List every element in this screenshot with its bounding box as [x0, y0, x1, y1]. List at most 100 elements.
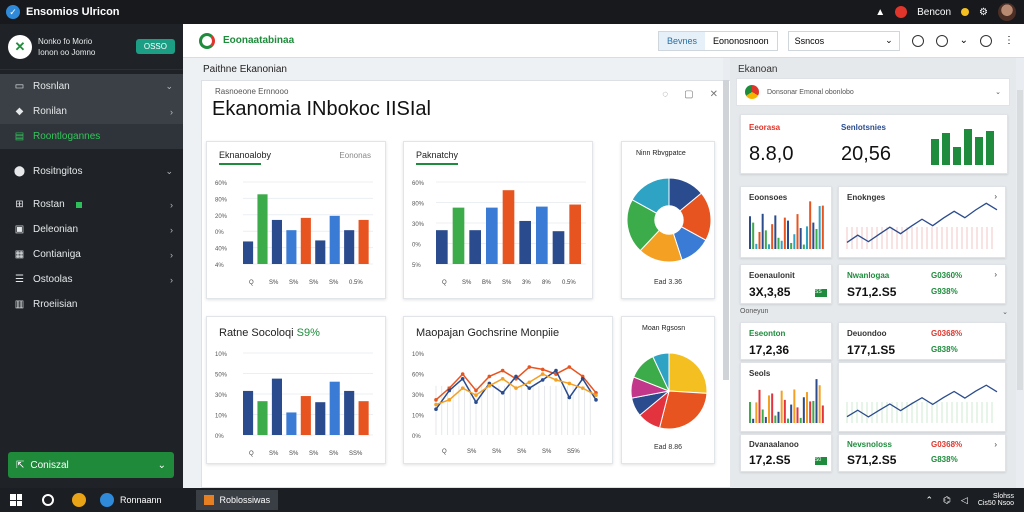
stat-label: Nevsnoloss — [847, 440, 892, 449]
sidebar-item-2[interactable]: ▤ Roontlogannes — [0, 124, 183, 149]
data-point — [500, 368, 505, 373]
sidebar-item-label: Ronilan — [33, 106, 67, 117]
app-icon[interactable] — [72, 493, 86, 507]
sidebar-footer-label: Coniszal — [30, 459, 69, 471]
tab-1[interactable]: Eononosnoon — [713, 35, 769, 46]
mini-bar — [764, 230, 767, 249]
notification-icon[interactable]: ▲ — [875, 6, 886, 18]
sidebar-item-3[interactable]: ⬤ Rositngitos ⌄ — [0, 159, 183, 184]
user-label[interactable]: Bencon — [917, 6, 952, 18]
stat-card-4[interactable]: Dvanaalanoo 17,2.S5 S0 — [740, 434, 832, 472]
sidebar-badge[interactable]: OSSO — [135, 39, 175, 54]
data-point — [500, 376, 505, 381]
sidebar-item-7[interactable]: ☰ Ostoolas › — [0, 267, 183, 292]
sidebar-item-label: Deleonian — [33, 224, 79, 235]
list-icon: ☰ — [15, 274, 24, 285]
mini-chart-card-3[interactable] — [838, 362, 1006, 432]
stat-label: Eoenaulonit — [749, 271, 795, 280]
chevron-right-icon: › — [170, 274, 173, 285]
mini-bar-chart — [749, 201, 824, 249]
more-icon[interactable]: ⋮ — [1004, 34, 1014, 46]
period-select[interactable]: Ssncos ⌄ — [787, 30, 900, 51]
legend-label: S% — [492, 449, 502, 455]
chevron-down-icon[interactable]: ⌄ — [1002, 309, 1008, 316]
stat-badge: SS — [815, 289, 827, 297]
kpi-label-1: Senlotsnies — [841, 123, 886, 132]
sidebar-item-5[interactable]: ▣ Deleonian › — [0, 217, 183, 242]
taskbar-active-window[interactable]: Roblossiwas — [195, 490, 279, 510]
chevron-down-icon[interactable]: ⌄ — [959, 34, 968, 46]
sidebar-item-0[interactable]: ▭ Rosnlan ⌄ — [0, 74, 183, 99]
stat-card-1[interactable]: Nwanlogaa S71,2.S5 G0360% G938% › — [838, 264, 1006, 304]
profile-logo-icon[interactable]: ✕ — [8, 34, 32, 59]
sidebar-item-1[interactable]: ◆ Ronilan › — [0, 99, 183, 124]
stat-card-0[interactable]: Eoenaulonit 3X,3,85 SS — [740, 264, 832, 304]
bar — [243, 241, 254, 264]
right-header[interactable]: Donsonar Emonal obonlobo ⌄ — [736, 78, 1010, 106]
expand-icon[interactable]: ▢ — [684, 89, 694, 100]
window-titlebar: ✓ Ensomios Ulricon ▲ Bencon ⚙ — [0, 0, 1024, 24]
sidebar-item-8[interactable]: ▥ Rroeiisian — [0, 292, 183, 317]
chart-card-3[interactable]: 10% 50% 30% 10% 0% Q S% S% S% S% SS% Ratne Socoloq… — [206, 316, 386, 464]
mini-bar — [809, 201, 812, 249]
data-point — [460, 386, 465, 390]
right-scrollbar[interactable] — [1017, 90, 1023, 390]
chat-icon[interactable] — [935, 34, 948, 47]
chart-card-5[interactable]: Moan Rgsosn Ead 8.86 — [621, 316, 715, 464]
kpi-card[interactable]: Eeorasa 8.8,0 Senlotsnies 20,56 — [740, 114, 1008, 174]
tab-0[interactable]: Bevnes — [659, 31, 706, 50]
mini-bar — [812, 400, 815, 423]
chart-card-0[interactable]: 60% 80% 20% 0% 40% 4% Q S% S% S% S% 0.5% Eknanoalob… — [206, 141, 386, 299]
mini-bar — [802, 244, 805, 249]
chart-card-1[interactable]: 60% 80% 30% 0% 5% Q S% B% S% 3% 8% 0.5% Paknatchy — [403, 141, 593, 299]
avatar[interactable] — [998, 3, 1016, 21]
right-header-text: Donsonar Emonal obonlobo — [767, 88, 854, 96]
sidebar-item-4[interactable]: ⊞ Rostan › — [0, 192, 183, 217]
sidebar-footer-button[interactable]: ⇱ Coniszal ⌄ — [8, 452, 174, 478]
data-point — [567, 381, 572, 386]
network-icon[interactable]: ⌬ — [943, 494, 951, 505]
card-title: Ninn Rbvgpatce — [636, 150, 686, 157]
chart-card-2[interactable]: Ninn Rbvgpatce Ead 3.36 — [621, 141, 715, 299]
taskbar-app-label[interactable]: Ronnaann — [120, 495, 162, 505]
legend-label: SS% — [349, 451, 363, 457]
brand-logo-icon — [199, 32, 215, 49]
data-point — [594, 393, 598, 397]
stat-card-3[interactable]: Deuondoo 177,1.S5 G0368% G838% — [838, 322, 1006, 360]
mini-bar — [783, 399, 786, 423]
mini-bar — [815, 379, 818, 423]
mini-chart-title: Seols — [749, 369, 771, 378]
mini-bar — [777, 411, 780, 423]
volume-icon[interactable]: ◁ — [960, 494, 968, 505]
kpi-mini-bars — [931, 129, 994, 165]
mini-chart-card-2[interactable]: Seols — [740, 362, 832, 432]
windows-start-icon[interactable] — [10, 494, 22, 506]
stat-card-2[interactable]: Eseonton 17,2,36 — [740, 322, 832, 360]
help-icon[interactable] — [980, 34, 992, 47]
main-scrollbar[interactable] — [723, 80, 729, 380]
search-icon[interactable] — [42, 494, 54, 506]
mini-bar-chart — [749, 379, 824, 423]
settings-icon[interactable]: ⚙ — [979, 6, 988, 18]
chevron-right-icon: › — [170, 224, 173, 235]
stat-card-5[interactable]: Nevsnoloss S71,2.S5 G0368% G838% › — [838, 434, 1006, 472]
search-icon[interactable] — [911, 34, 924, 47]
donut-hole — [654, 205, 684, 235]
mini-chart-card-1[interactable]: Enoknges › — [838, 186, 1006, 258]
chart-card-4[interactable]: 10% 60% 30% 10% 0% Q S% S% S% S% S5% Maopajan Goch… — [403, 316, 613, 464]
refresh-icon[interactable]: ◌ — [662, 89, 669, 100]
sidebar-header-line2: Ionon oo Jomno — [38, 47, 96, 57]
mini-bar — [806, 392, 808, 423]
close-icon[interactable]: ✕ — [709, 89, 718, 100]
window-thumbnail-icon — [203, 495, 214, 505]
sidebar-item-6[interactable]: ▦ Contianiga › — [0, 242, 183, 267]
clock[interactable]: Slohss Cis50 Nsoo — [978, 493, 1014, 507]
bar — [286, 412, 297, 435]
mini-bar — [799, 417, 802, 423]
mini-bar — [755, 402, 758, 423]
status-icon[interactable] — [895, 6, 908, 18]
browser-icon[interactable] — [100, 493, 114, 507]
mini-chart-card-0[interactable]: Eoonsoes — [740, 186, 832, 258]
mini-bar — [777, 237, 780, 249]
chevron-up-icon[interactable]: ⌃ — [925, 494, 934, 505]
